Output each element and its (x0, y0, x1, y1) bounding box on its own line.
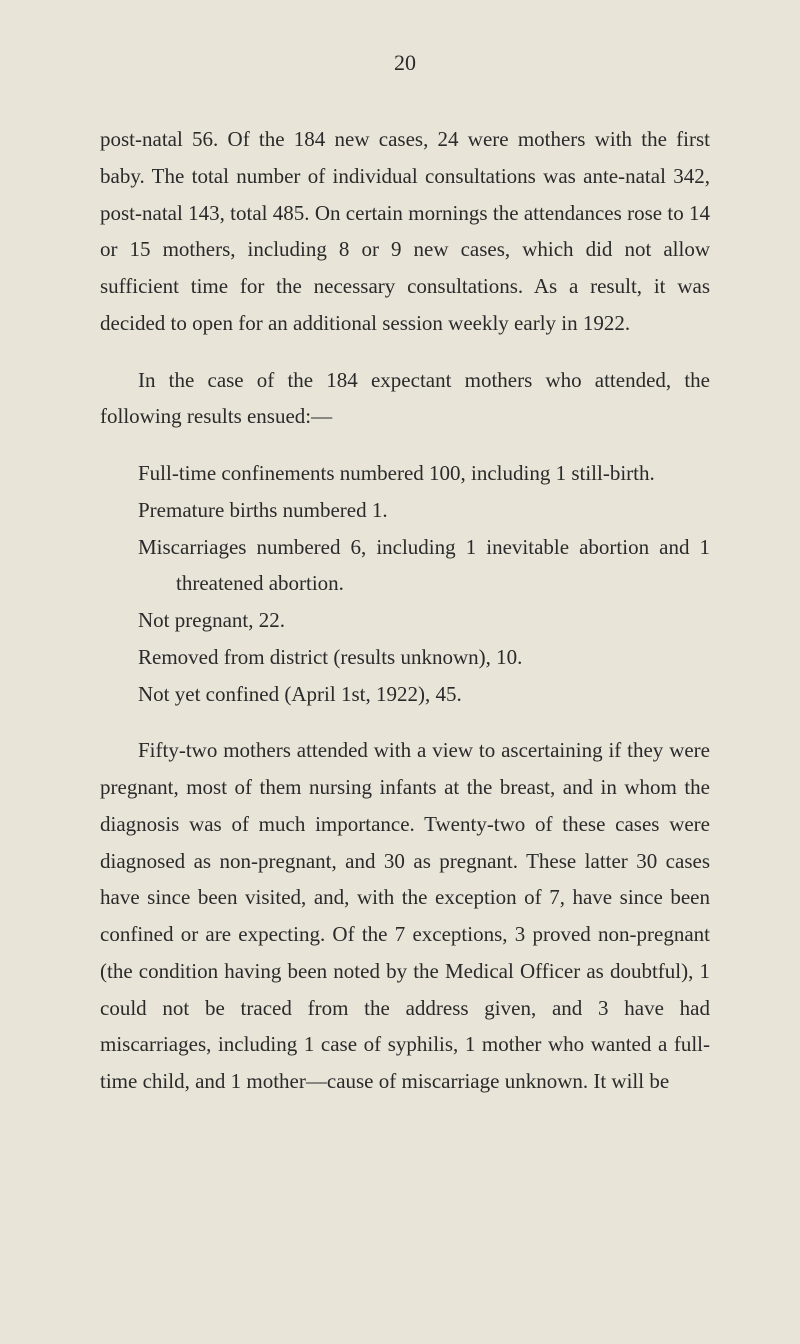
list-item-5: Removed from district (results unknown),… (100, 639, 710, 676)
page-number: 20 (100, 50, 710, 76)
body-paragraph-2: In the case of the 184 expectant mothers… (100, 362, 710, 436)
body-paragraph-3: Fifty-two mothers attended with a view t… (100, 732, 710, 1100)
list-item-2: Premature births numbered 1. (100, 492, 710, 529)
body-paragraph-1: post-natal 56. Of the 184 new cases, 24 … (100, 121, 710, 342)
list-item-6: Not yet confined (April 1st, 1922), 45. (100, 676, 710, 713)
list-item-3: Miscarriages numbered 6, including 1 ine… (100, 529, 710, 603)
list-item-1: Full-time confinements numbered 100, inc… (100, 455, 710, 492)
list-item-4: Not pregnant, 22. (100, 602, 710, 639)
results-list: Full-time confinements numbered 100, inc… (100, 455, 710, 712)
